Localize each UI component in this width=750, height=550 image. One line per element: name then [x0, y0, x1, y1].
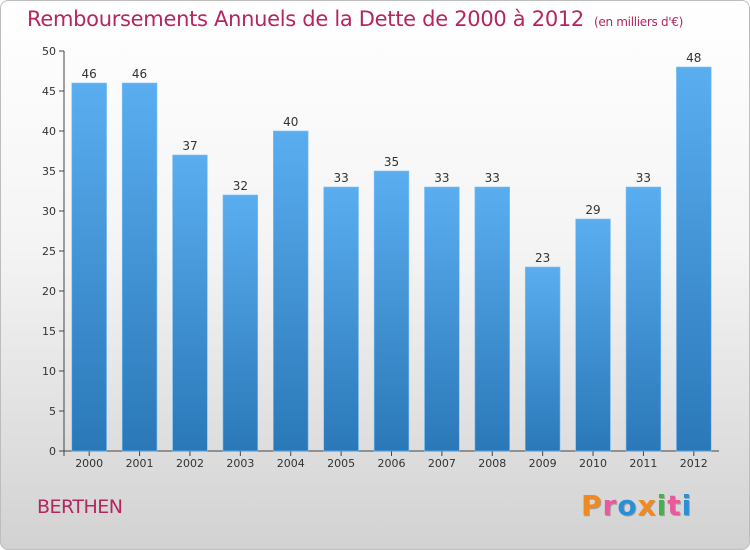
y-tick-label: 10: [42, 365, 56, 378]
chart-bars: 46 46 37 32 40 33 35 33 33 23 29 33 48: [71, 51, 712, 452]
data-label-2004: 40: [283, 115, 298, 129]
bar-2003: [222, 194, 259, 452]
data-label-2006: 35: [384, 155, 399, 169]
bar-2009: [524, 266, 561, 452]
bar-2000: [71, 82, 107, 452]
commune-name: BERTHEN: [37, 496, 123, 518]
data-label-2008: 33: [485, 171, 500, 185]
x-tick-label-2003: 2003: [226, 457, 254, 470]
data-label-2012: 48: [686, 51, 701, 65]
bar-2011: [625, 186, 662, 452]
data-label-2000: 46: [82, 67, 97, 81]
logo-letter: x: [637, 489, 657, 522]
y-tick-label: 35: [42, 165, 56, 178]
bar-2006: [373, 170, 410, 452]
bar-2012: [676, 66, 712, 452]
data-label-2007: 33: [434, 171, 449, 185]
chart-subtitle: (en milliers d'€): [594, 15, 684, 29]
x-tick-label-2011: 2011: [629, 457, 657, 470]
chart-title: Remboursements Annuels de la Dette de 20…: [27, 7, 683, 31]
x-tick-label-2002: 2002: [176, 457, 204, 470]
logo-letter: o: [617, 489, 638, 522]
x-tick-label-2008: 2008: [478, 457, 506, 470]
x-tick-label-2010: 2010: [579, 457, 607, 470]
logo-letter: i: [656, 489, 668, 522]
x-tick-label-2006: 2006: [378, 457, 406, 470]
y-tick-label: 25: [42, 245, 56, 258]
data-label-2009: 23: [535, 251, 550, 265]
y-tick-label: 15: [42, 325, 56, 338]
logo-letter: i: [681, 489, 693, 522]
x-tick-label-2009: 2009: [529, 457, 557, 470]
x-tick-label-2000: 2000: [75, 457, 103, 470]
chart-title-text: Remboursements Annuels de la Dette de 20…: [27, 7, 584, 31]
y-tick-label: 40: [42, 125, 56, 138]
logo-letter: r: [602, 489, 618, 522]
y-tick-label: 30: [42, 205, 56, 218]
bar-2007: [424, 186, 460, 452]
data-label-2003: 32: [233, 179, 248, 193]
data-label-2005: 33: [333, 171, 348, 185]
x-tick-label-2005: 2005: [327, 457, 355, 470]
y-tick-label: 0: [49, 445, 56, 458]
chart-axes: 0 5 10 15 20 25 30 35 40 45 50 2000 2001 2002 2003 2004…: [42, 45, 719, 470]
data-label-2011: 33: [636, 171, 651, 185]
x-tick-label-2004: 2004: [277, 457, 305, 470]
y-tick-label: 5: [49, 405, 56, 418]
data-label-2010: 29: [585, 203, 600, 217]
bar-2010: [575, 218, 611, 452]
data-label-2001: 46: [132, 67, 147, 81]
x-tick-label-2012: 2012: [680, 457, 708, 470]
data-label-2002: 37: [182, 139, 197, 153]
bar-2005: [323, 186, 359, 452]
y-tick-label: 20: [42, 285, 56, 298]
bar-2008: [474, 186, 510, 452]
x-tick-label-2001: 2001: [126, 457, 154, 470]
bar-2001: [121, 82, 158, 452]
logo-letter: t: [667, 489, 682, 522]
x-tick-label-2007: 2007: [428, 457, 456, 470]
y-tick-label: 50: [42, 45, 56, 58]
bar-2004: [273, 130, 309, 452]
logo-letter: P: [581, 489, 603, 522]
y-tick-label: 45: [42, 85, 56, 98]
proxiti-logo: Proxiti: [581, 489, 692, 522]
bar-2002: [172, 154, 208, 452]
